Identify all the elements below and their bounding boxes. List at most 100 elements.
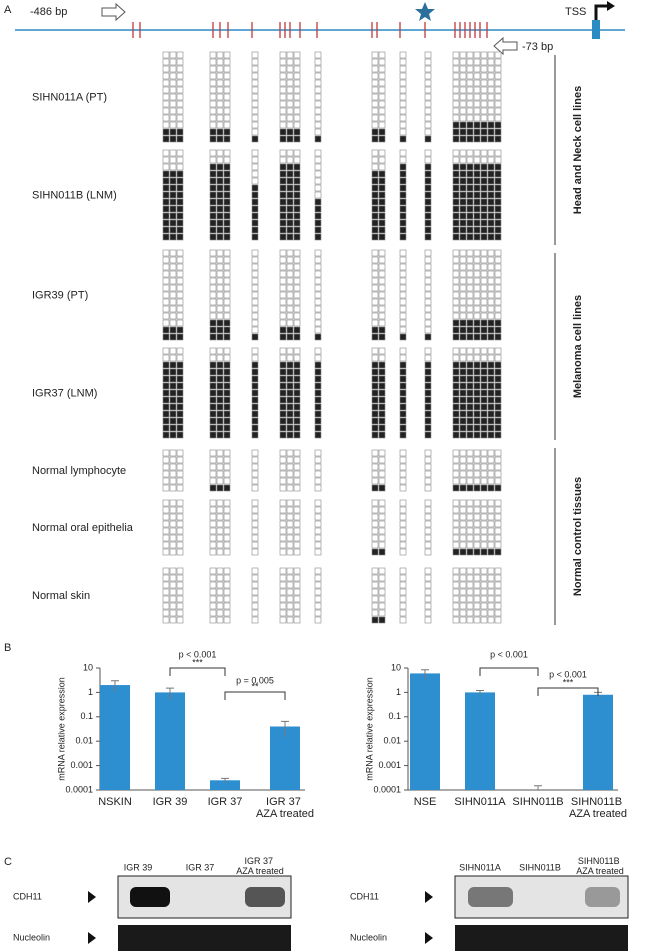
- cpg-cell: [169, 574, 177, 582]
- cpg-cell: [399, 484, 407, 492]
- cpg-cell: [162, 484, 170, 492]
- label-line: AZA treated: [576, 866, 624, 876]
- cpg-cell: [494, 567, 502, 575]
- methylated-cpg: [480, 319, 488, 327]
- methylated-cpg: [480, 121, 488, 129]
- cpg-cell: [251, 470, 259, 478]
- cpg-cell: [286, 354, 294, 362]
- cpg-cell: [466, 477, 474, 485]
- methylated-cpg: [169, 191, 177, 199]
- methylated-cpg: [223, 484, 231, 492]
- cpg-cell: [286, 319, 294, 327]
- methylated-cpg: [466, 403, 474, 411]
- cpg-cell: [424, 249, 432, 257]
- cpg-cell: [473, 58, 481, 66]
- methylated-cpg: [293, 170, 301, 178]
- cpg-cell: [279, 616, 287, 624]
- cpg-cell: [459, 463, 467, 471]
- methylated-cpg: [293, 326, 301, 334]
- cpg-cell: [169, 65, 177, 73]
- methylated-cpg: [494, 396, 502, 404]
- methylated-cpg: [286, 177, 294, 185]
- methylated-cpg: [216, 163, 224, 171]
- y-axis-label: mRNA relative expression: [364, 677, 374, 781]
- cpg-cell: [176, 65, 184, 73]
- methylated-cpg: [424, 403, 432, 411]
- cpg-cell: [494, 114, 502, 122]
- cpg-cell: [399, 548, 407, 556]
- cpg-cell: [487, 58, 495, 66]
- cpg-cell: [378, 107, 386, 115]
- methylated-cpg: [473, 424, 481, 432]
- cpg-cell: [176, 58, 184, 66]
- methylated-cpg: [371, 424, 379, 432]
- methylated-cpg: [487, 403, 495, 411]
- methylated-cpg: [424, 163, 432, 171]
- cpg-cell: [223, 548, 231, 556]
- methylated-cpg: [480, 403, 488, 411]
- cpg-cell: [169, 513, 177, 521]
- group-label: Head and Neck cell lines: [572, 86, 584, 214]
- methylated-cpg: [162, 177, 170, 185]
- methylated-cpg: [452, 226, 460, 234]
- cpg-cell: [314, 609, 322, 617]
- methylated-cpg: [371, 226, 379, 234]
- bar: [270, 726, 300, 790]
- cpg-cell: [399, 588, 407, 596]
- methylated-cpg: [487, 410, 495, 418]
- cpg-cell: [209, 249, 217, 257]
- methylated-cpg: [378, 417, 386, 425]
- methylated-cpg: [399, 233, 407, 241]
- methylated-cpg: [216, 403, 224, 411]
- cpg-cell: [169, 456, 177, 464]
- methylated-cpg: [223, 424, 231, 432]
- cpg-cell: [378, 277, 386, 285]
- cpg-cell: [176, 581, 184, 589]
- cpg-cell: [209, 354, 217, 362]
- cpg-cell: [424, 513, 432, 521]
- methylated-cpg: [399, 382, 407, 390]
- methylated-cpg: [487, 170, 495, 178]
- cpg-cell: [286, 609, 294, 617]
- methylated-cpg: [371, 205, 379, 213]
- methylated-cpg: [424, 135, 432, 143]
- bar: [410, 673, 440, 790]
- cpg-cell: [209, 86, 217, 94]
- cpg-cell: [279, 121, 287, 129]
- cpg-cell: [399, 312, 407, 320]
- methylated-cpg: [169, 375, 177, 383]
- cpg-cell: [494, 588, 502, 596]
- cpg-cell: [216, 506, 224, 514]
- cpg-cell: [371, 449, 379, 457]
- cpg-cell: [487, 72, 495, 80]
- methylated-cpg: [480, 389, 488, 397]
- cpg-cell: [480, 291, 488, 299]
- methylated-cpg: [399, 368, 407, 376]
- methylated-cpg: [473, 212, 481, 220]
- p-value: p < 0.001: [179, 649, 217, 659]
- methylated-cpg: [378, 226, 386, 234]
- methylated-cpg: [378, 403, 386, 411]
- cpg-cell: [293, 484, 301, 492]
- methylated-cpg: [378, 424, 386, 432]
- cpg-cell: [314, 86, 322, 94]
- methylated-cpg: [286, 191, 294, 199]
- methylated-cpg: [286, 212, 294, 220]
- cpg-cell: [378, 51, 386, 59]
- stars: ***: [192, 657, 203, 667]
- methylated-cpg: [209, 410, 217, 418]
- cpg-cell: [279, 291, 287, 299]
- cpg-cell: [371, 354, 379, 362]
- methylated-cpg: [293, 417, 301, 425]
- methylated-cpg: [223, 184, 231, 192]
- cpg-cell: [378, 163, 386, 171]
- cpg-cell: [459, 93, 467, 101]
- methylated-cpg: [466, 177, 474, 185]
- methylated-cpg: [424, 361, 432, 369]
- methylated-cpg: [371, 170, 379, 178]
- cpg-cell: [480, 93, 488, 101]
- bar: [155, 692, 185, 790]
- cpg-cell: [216, 463, 224, 471]
- cpg-cell: [466, 567, 474, 575]
- cpg-cell: [459, 51, 467, 59]
